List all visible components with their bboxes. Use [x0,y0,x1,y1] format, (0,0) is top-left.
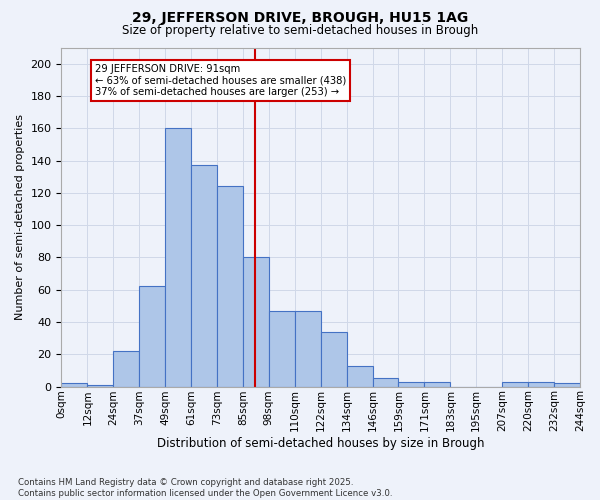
Bar [295,310,321,386]
Bar [554,384,580,386]
Bar [165,128,191,386]
Bar [243,258,269,386]
Bar [373,378,398,386]
Text: Size of property relative to semi-detached houses in Brough: Size of property relative to semi-detach… [122,24,478,37]
Bar [321,332,347,386]
Text: 29, JEFFERSON DRIVE, BROUGH, HU15 1AG: 29, JEFFERSON DRIVE, BROUGH, HU15 1AG [132,11,468,25]
Bar [398,382,424,386]
Bar [347,366,373,386]
Bar [528,382,554,386]
Y-axis label: Number of semi-detached properties: Number of semi-detached properties [15,114,25,320]
Bar [502,382,528,386]
Bar [139,286,165,386]
X-axis label: Distribution of semi-detached houses by size in Brough: Distribution of semi-detached houses by … [157,437,484,450]
Bar [191,166,217,386]
Bar [424,382,451,386]
Bar [217,186,243,386]
Text: Contains HM Land Registry data © Crown copyright and database right 2025.
Contai: Contains HM Land Registry data © Crown c… [18,478,392,498]
Bar [88,385,113,386]
Bar [269,310,295,386]
Bar [61,384,88,386]
Bar [113,351,139,386]
Text: 29 JEFFERSON DRIVE: 91sqm
← 63% of semi-detached houses are smaller (438)
37% of: 29 JEFFERSON DRIVE: 91sqm ← 63% of semi-… [95,64,346,97]
